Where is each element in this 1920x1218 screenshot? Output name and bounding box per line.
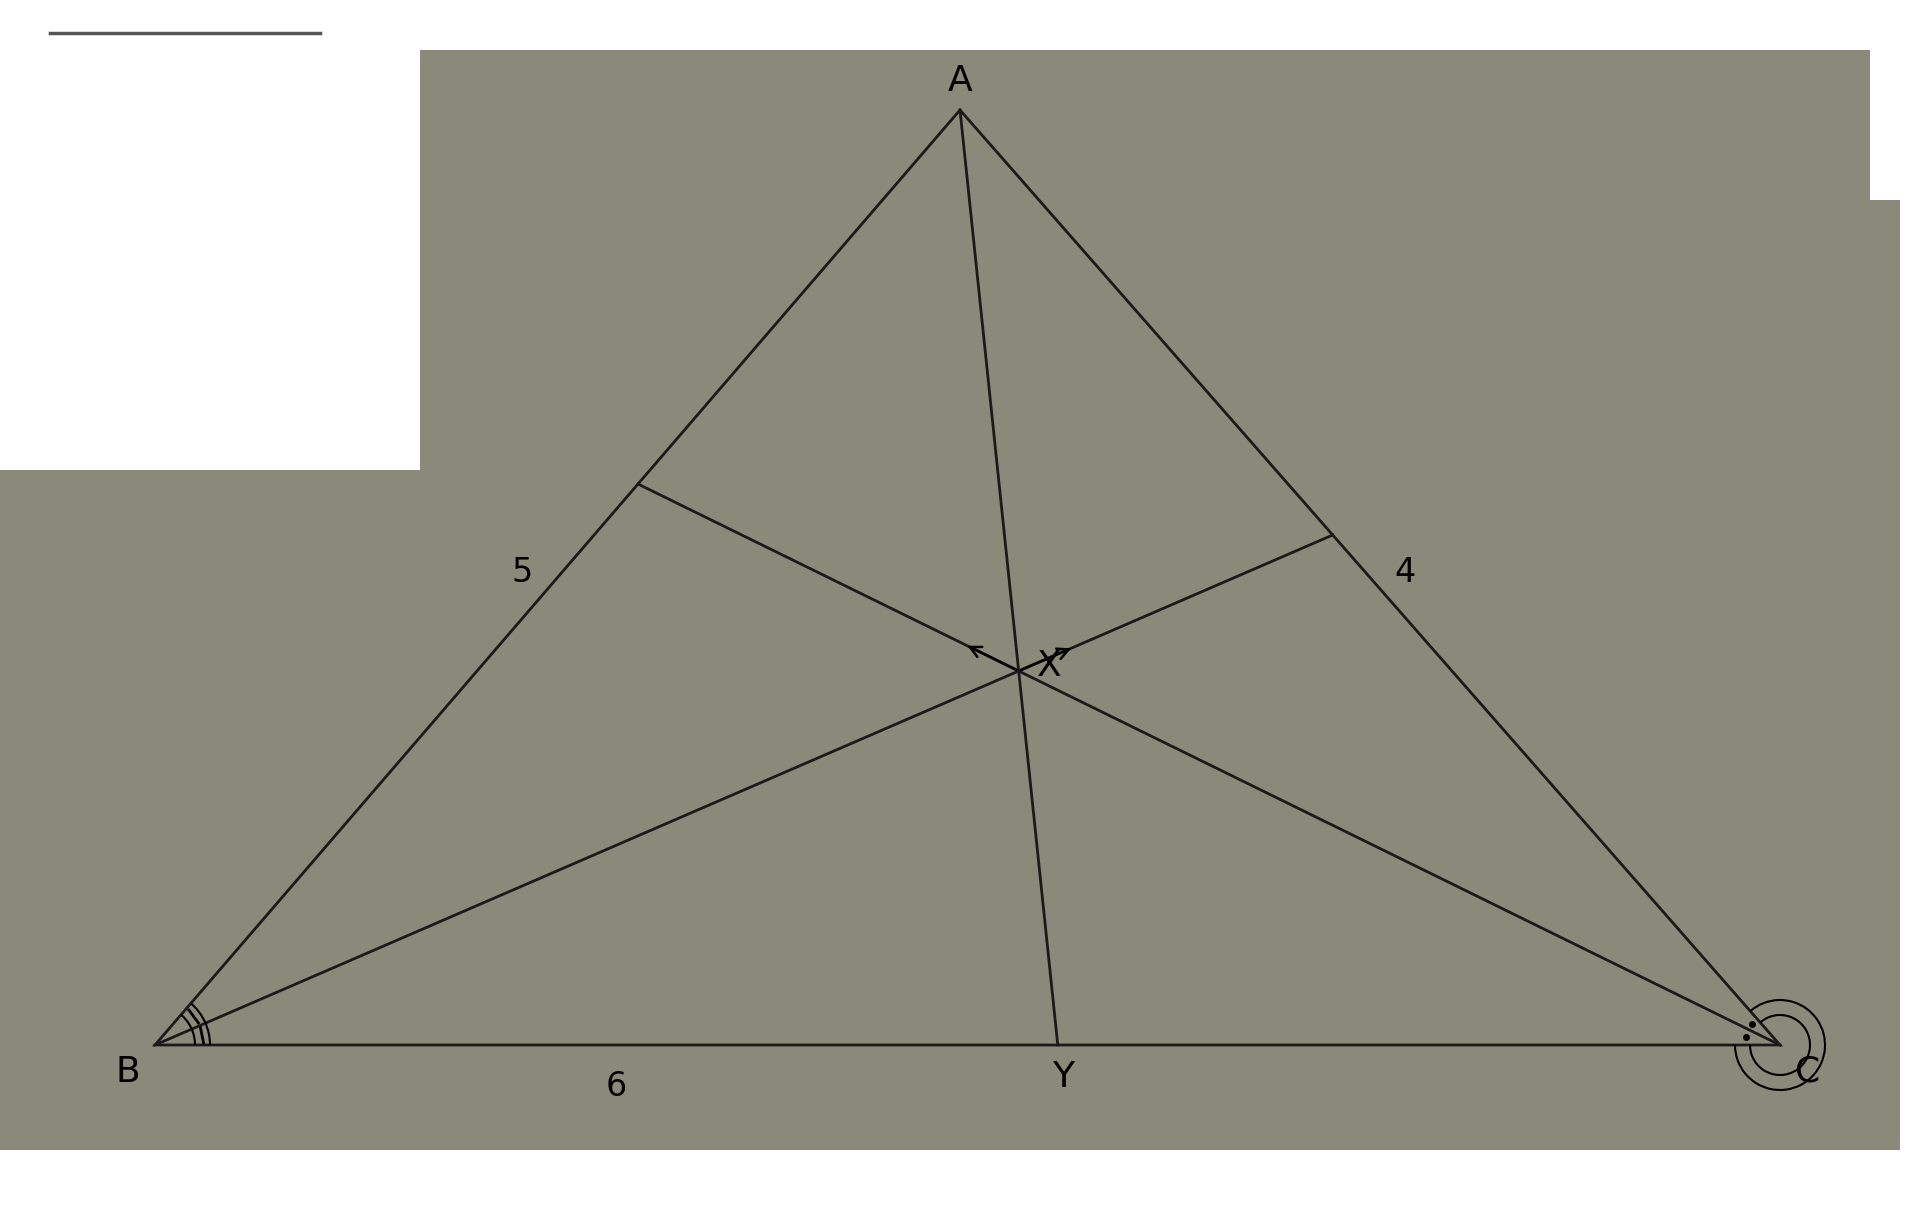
Text: Y: Y (1052, 1060, 1073, 1094)
Text: 5: 5 (513, 555, 534, 590)
Text: C: C (1795, 1055, 1820, 1089)
Polygon shape (0, 50, 1901, 1150)
Text: X: X (1037, 649, 1062, 683)
Text: 4: 4 (1394, 555, 1415, 590)
Text: 6: 6 (607, 1069, 628, 1104)
Text: B: B (115, 1055, 140, 1089)
Text: A: A (948, 65, 972, 97)
